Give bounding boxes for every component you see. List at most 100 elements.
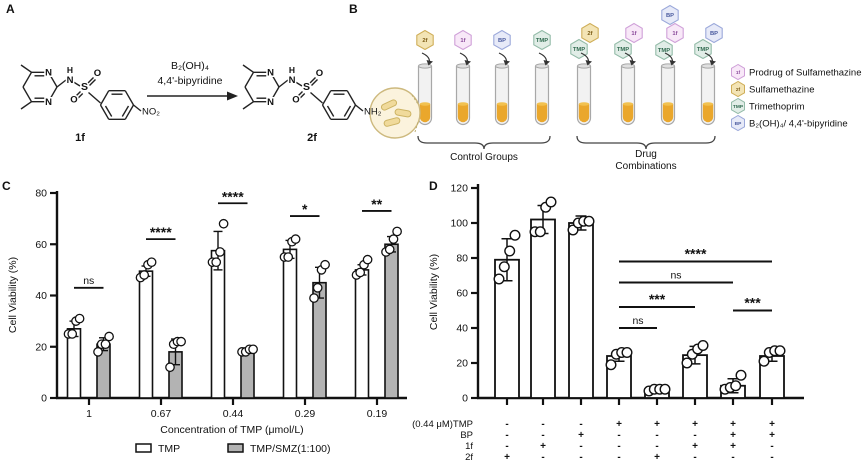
treatment-sign: - [693,452,696,463]
tube-opening [495,63,509,69]
tube-opening [535,63,549,69]
drop-arrow [664,52,674,62]
svg-text:H: H [67,65,73,75]
data-point [74,313,85,324]
control-groups-label: Control Groups [450,152,518,163]
tube-liquid [578,104,590,123]
bar-3 [568,222,594,399]
svg-text:N: N [267,97,274,108]
tube-liquid [419,104,431,123]
legend-item-TMP: TMP Trimethoprim [731,97,805,115]
data-point [504,245,516,257]
significance-label: ** [371,196,382,212]
data-point [290,234,301,244]
significance-label: **** [150,224,172,240]
svg-text:TMP: TMP [733,104,744,110]
test-tube-6 [620,63,636,126]
treatment-sign: - [541,430,544,441]
treatment-sign: - [579,452,582,463]
bar-TMP-0.44 [210,249,226,399]
treatment-sign: + [769,419,775,430]
bar-TMP-1 [66,328,82,399]
tube-opening [456,63,470,69]
bar-TMP/SMZ(1:100)-0.19 [384,243,399,399]
legend-item-1f: 1f Prodrug of Sulfamethazine [731,63,861,81]
treatment-sign: - [541,452,544,463]
y-tick-label: 40 [35,290,47,302]
svg-text:1f: 1f [460,38,465,44]
chip-BP: BP [705,22,723,44]
test-tube-4 [534,63,550,126]
treatment-sign: - [505,419,508,430]
treatment-sign: + [730,419,736,430]
data-point [104,331,114,342]
y-tick-label: 40 [456,323,468,335]
svg-text:BP: BP [710,31,718,37]
test-tube-3 [494,63,510,126]
test-tube-5 [576,63,592,126]
x-tick-label: 0.67 [151,408,172,420]
significance-label: ns [670,270,681,282]
drop-arrow [459,52,469,62]
panel-c-label: C [2,179,11,193]
treatment-sign: + [654,452,660,463]
y-axis-title: Cell Viability (%) [428,254,440,330]
treatment-sign: - [579,441,582,452]
svg-text:TMP: TMP [573,47,585,53]
chip-1f: 1f [625,22,643,44]
legend-text: Trimethoprim [749,102,805,113]
significance-label: ns [83,275,94,287]
chip-1f: 1f [454,29,472,51]
significance-label: ns [632,315,643,327]
svg-text:BP: BP [666,13,674,19]
treatment-sign: - [617,430,620,441]
tube-liquid [622,104,634,123]
bar-TMP/SMZ(1:100)-0.44 [240,349,255,399]
svg-text:N: N [45,68,52,79]
data-point [218,218,229,229]
data-point [100,339,111,350]
drop-arrow [538,52,548,62]
treatment-sign: - [770,441,773,452]
data-point [774,345,786,357]
svg-text:2f: 2f [736,87,741,93]
data-point [493,273,505,285]
tube-opening [621,63,635,69]
svg-text:TMP: TMP [536,38,548,44]
treatment-sign: - [655,441,658,452]
data-point [211,257,222,268]
data-point [93,347,103,357]
tube-liquid [702,104,714,123]
test-tube-7 [660,63,676,126]
data-point [139,270,150,280]
bacteria-inset [369,87,421,139]
significance-label: *** [744,295,761,311]
drop-arrow [624,52,634,62]
legend-item-2f: 2f Sulfamethazine [731,80,814,98]
reagent-line1: B₂(OH)₄ [171,60,209,72]
bar-TMP-0.67 [138,270,154,399]
data-point [312,282,323,293]
data-point [215,247,225,257]
x-tick-label: 0.29 [295,408,316,420]
y-tick-label: 100 [450,218,468,230]
drop-arrow [704,52,714,62]
data-point [146,257,157,268]
data-point [621,346,633,358]
y-tick-label: 80 [456,253,468,265]
test-tube-8 [700,63,716,126]
data-point [67,329,78,339]
treatment-sign: - [505,430,508,441]
treatment-sign: + [654,419,660,430]
tube-opening [701,63,715,69]
treatment-sign: + [616,419,622,430]
tube-liquid [496,104,508,123]
legend-text: Sulfamethazine [749,85,814,96]
svg-text:O: O [94,68,101,79]
reactant-label: 1f [75,132,85,144]
y-tick-label: 20 [456,358,468,370]
data-point [384,244,395,255]
